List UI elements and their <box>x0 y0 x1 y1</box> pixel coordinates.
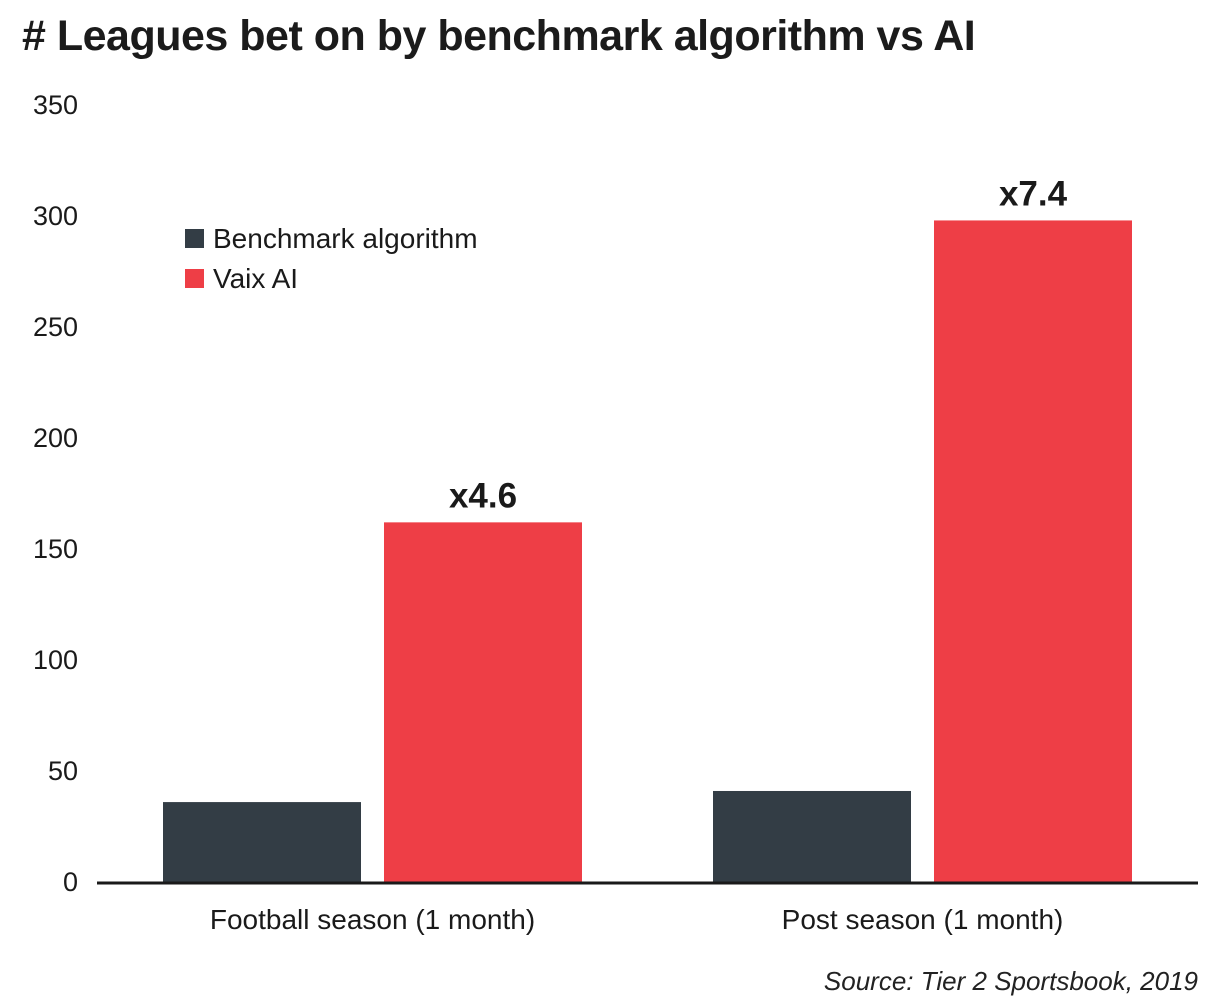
y-tick-label: 350 <box>33 90 78 120</box>
benchmark-bar <box>713 790 911 882</box>
multiplier-label: x7.4 <box>999 174 1068 213</box>
legend-label: Benchmark algorithm <box>213 223 478 254</box>
chart-title: # Leagues bet on by benchmark algorithm … <box>22 12 976 60</box>
multiplier-label: x4.6 <box>449 476 517 515</box>
x-category-label: Post season (1 month) <box>782 904 1064 935</box>
y-tick-label: 50 <box>48 756 78 786</box>
y-tick-label: 300 <box>33 201 78 231</box>
y-tick-label: 0 <box>63 867 78 897</box>
y-tick-label: 200 <box>33 423 78 453</box>
y-tick-label: 250 <box>33 312 78 342</box>
legend-swatch-vaix-ai <box>185 269 204 288</box>
legend-swatch-benchmark <box>185 229 204 248</box>
benchmark-bar <box>163 802 361 882</box>
y-tick-label: 100 <box>33 645 78 675</box>
source-note: Source: Tier 2 Sportsbook, 2019 <box>823 966 1198 996</box>
vaix-ai-bar <box>934 220 1132 882</box>
x-category-label: Football season (1 month) <box>210 904 535 935</box>
legend-label: Vaix AI <box>213 263 298 294</box>
y-tick-label: 150 <box>33 534 78 564</box>
vaix-ai-bar <box>384 522 582 882</box>
